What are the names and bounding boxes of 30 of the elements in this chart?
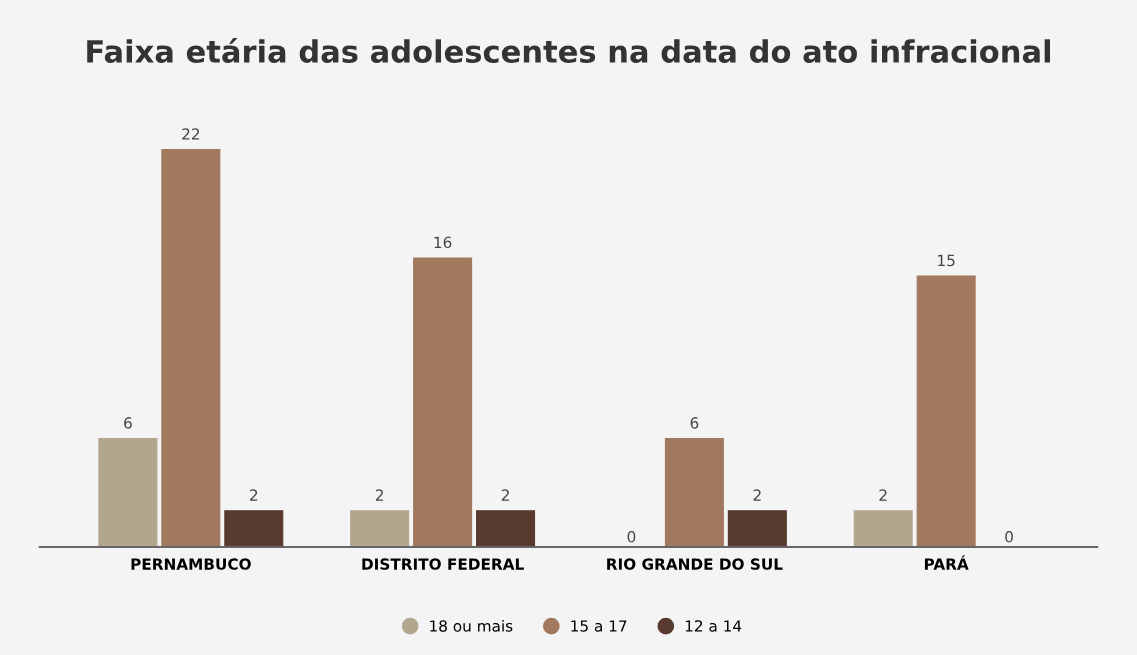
data-label: 2 xyxy=(250,489,258,501)
bar xyxy=(224,510,284,547)
bar xyxy=(413,257,473,547)
bar xyxy=(98,438,158,547)
chart-title: Faixa etária das adolescentes na data do ato infracional xyxy=(87,38,1051,63)
data-label: 2 xyxy=(753,489,761,501)
bar xyxy=(916,275,976,547)
bar xyxy=(853,510,913,547)
data-label: 6 xyxy=(690,417,699,429)
data-label: 22 xyxy=(182,128,200,140)
x-tick-label: DISTRITO FEDERAL xyxy=(362,558,524,570)
bar xyxy=(161,149,221,547)
x-tick-label: PARÁ xyxy=(924,555,969,570)
data-label: 15 xyxy=(938,254,955,267)
data-label: 0 xyxy=(1005,531,1013,543)
data-label: 2 xyxy=(375,489,384,501)
legend-label: 15 a 17 xyxy=(571,620,627,632)
legend-label: 18 ou mais xyxy=(430,619,513,632)
bar xyxy=(350,510,410,547)
bar xyxy=(476,510,536,547)
x-tick-label: RIO GRANDE DO SUL xyxy=(607,558,783,570)
data-label: 2 xyxy=(879,489,887,501)
data-label: 2 xyxy=(501,489,509,501)
x-tick-label: PERNAMBUCO xyxy=(131,558,251,570)
data-label: 0 xyxy=(627,531,636,543)
legend-label: 12 a 14 xyxy=(685,620,742,632)
bar xyxy=(727,510,787,547)
data-label: 6 xyxy=(124,417,132,429)
data-label: 16 xyxy=(434,236,452,249)
bar xyxy=(664,438,724,547)
